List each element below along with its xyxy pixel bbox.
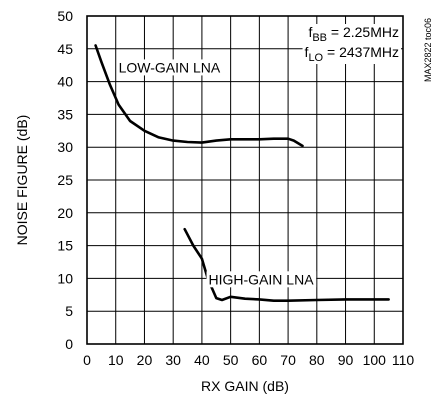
- x-tick-label: 100: [363, 352, 387, 368]
- y-tick-label: 50: [57, 8, 73, 24]
- y-tick-label: 0: [65, 336, 73, 352]
- x-tick-label: 30: [165, 352, 181, 368]
- plot-frame: [86, 15, 404, 345]
- y-tick-label: 25: [57, 172, 73, 188]
- y-tick-label: 45: [57, 41, 73, 57]
- x-tick-label: 40: [194, 352, 210, 368]
- x-axis-label: RX GAIN (dB): [201, 378, 289, 394]
- y-tick-label: 30: [57, 139, 73, 155]
- series-label-high-gain: HIGH-GAIN LNA: [209, 271, 315, 287]
- x-tick-label: 0: [83, 352, 91, 368]
- x-tick-label: 10: [108, 352, 124, 368]
- label-background: [206, 271, 317, 288]
- y-tick-label: 5: [65, 303, 73, 319]
- x-tick-labels: 0 10 20 30 40 50 60 70 80 90 100 110: [83, 352, 414, 368]
- y-tick-labels: 0 5 10 15 20 25 30 35 40 45 50: [57, 8, 73, 352]
- y-tick-label: 15: [57, 238, 73, 254]
- x-tick-label: 60: [252, 352, 268, 368]
- y-tick-label: 40: [57, 74, 73, 90]
- annotation-background: [306, 24, 401, 44]
- x-tick-label: 80: [309, 352, 325, 368]
- x-tick-label: 50: [223, 352, 239, 368]
- figure-id-label: MAX2822 toc06: [423, 18, 433, 82]
- y-axis-label: NOISE FIGURE (dB): [14, 115, 30, 246]
- annotation-flo: fLO = 2437MHz: [305, 44, 399, 64]
- series-line-low-gain: [94, 44, 304, 148]
- x-tick-label: 110: [392, 352, 415, 368]
- annotation-fbb: fBB = 2.25MHz: [308, 24, 399, 44]
- annotation-background: [302, 44, 401, 64]
- y-tick-label: 35: [57, 106, 73, 122]
- series-label-low-gain: LOW-GAIN LNA: [119, 59, 221, 75]
- x-tick-label: 90: [338, 352, 354, 368]
- y-tick-label: 10: [57, 270, 73, 286]
- y-tick-label: 20: [57, 205, 73, 221]
- series-group: [94, 44, 390, 303]
- x-tick-label: 20: [137, 352, 153, 368]
- series-line-high-gain: [183, 227, 390, 303]
- label-background: [116, 59, 223, 76]
- x-tick-label: 70: [280, 352, 296, 368]
